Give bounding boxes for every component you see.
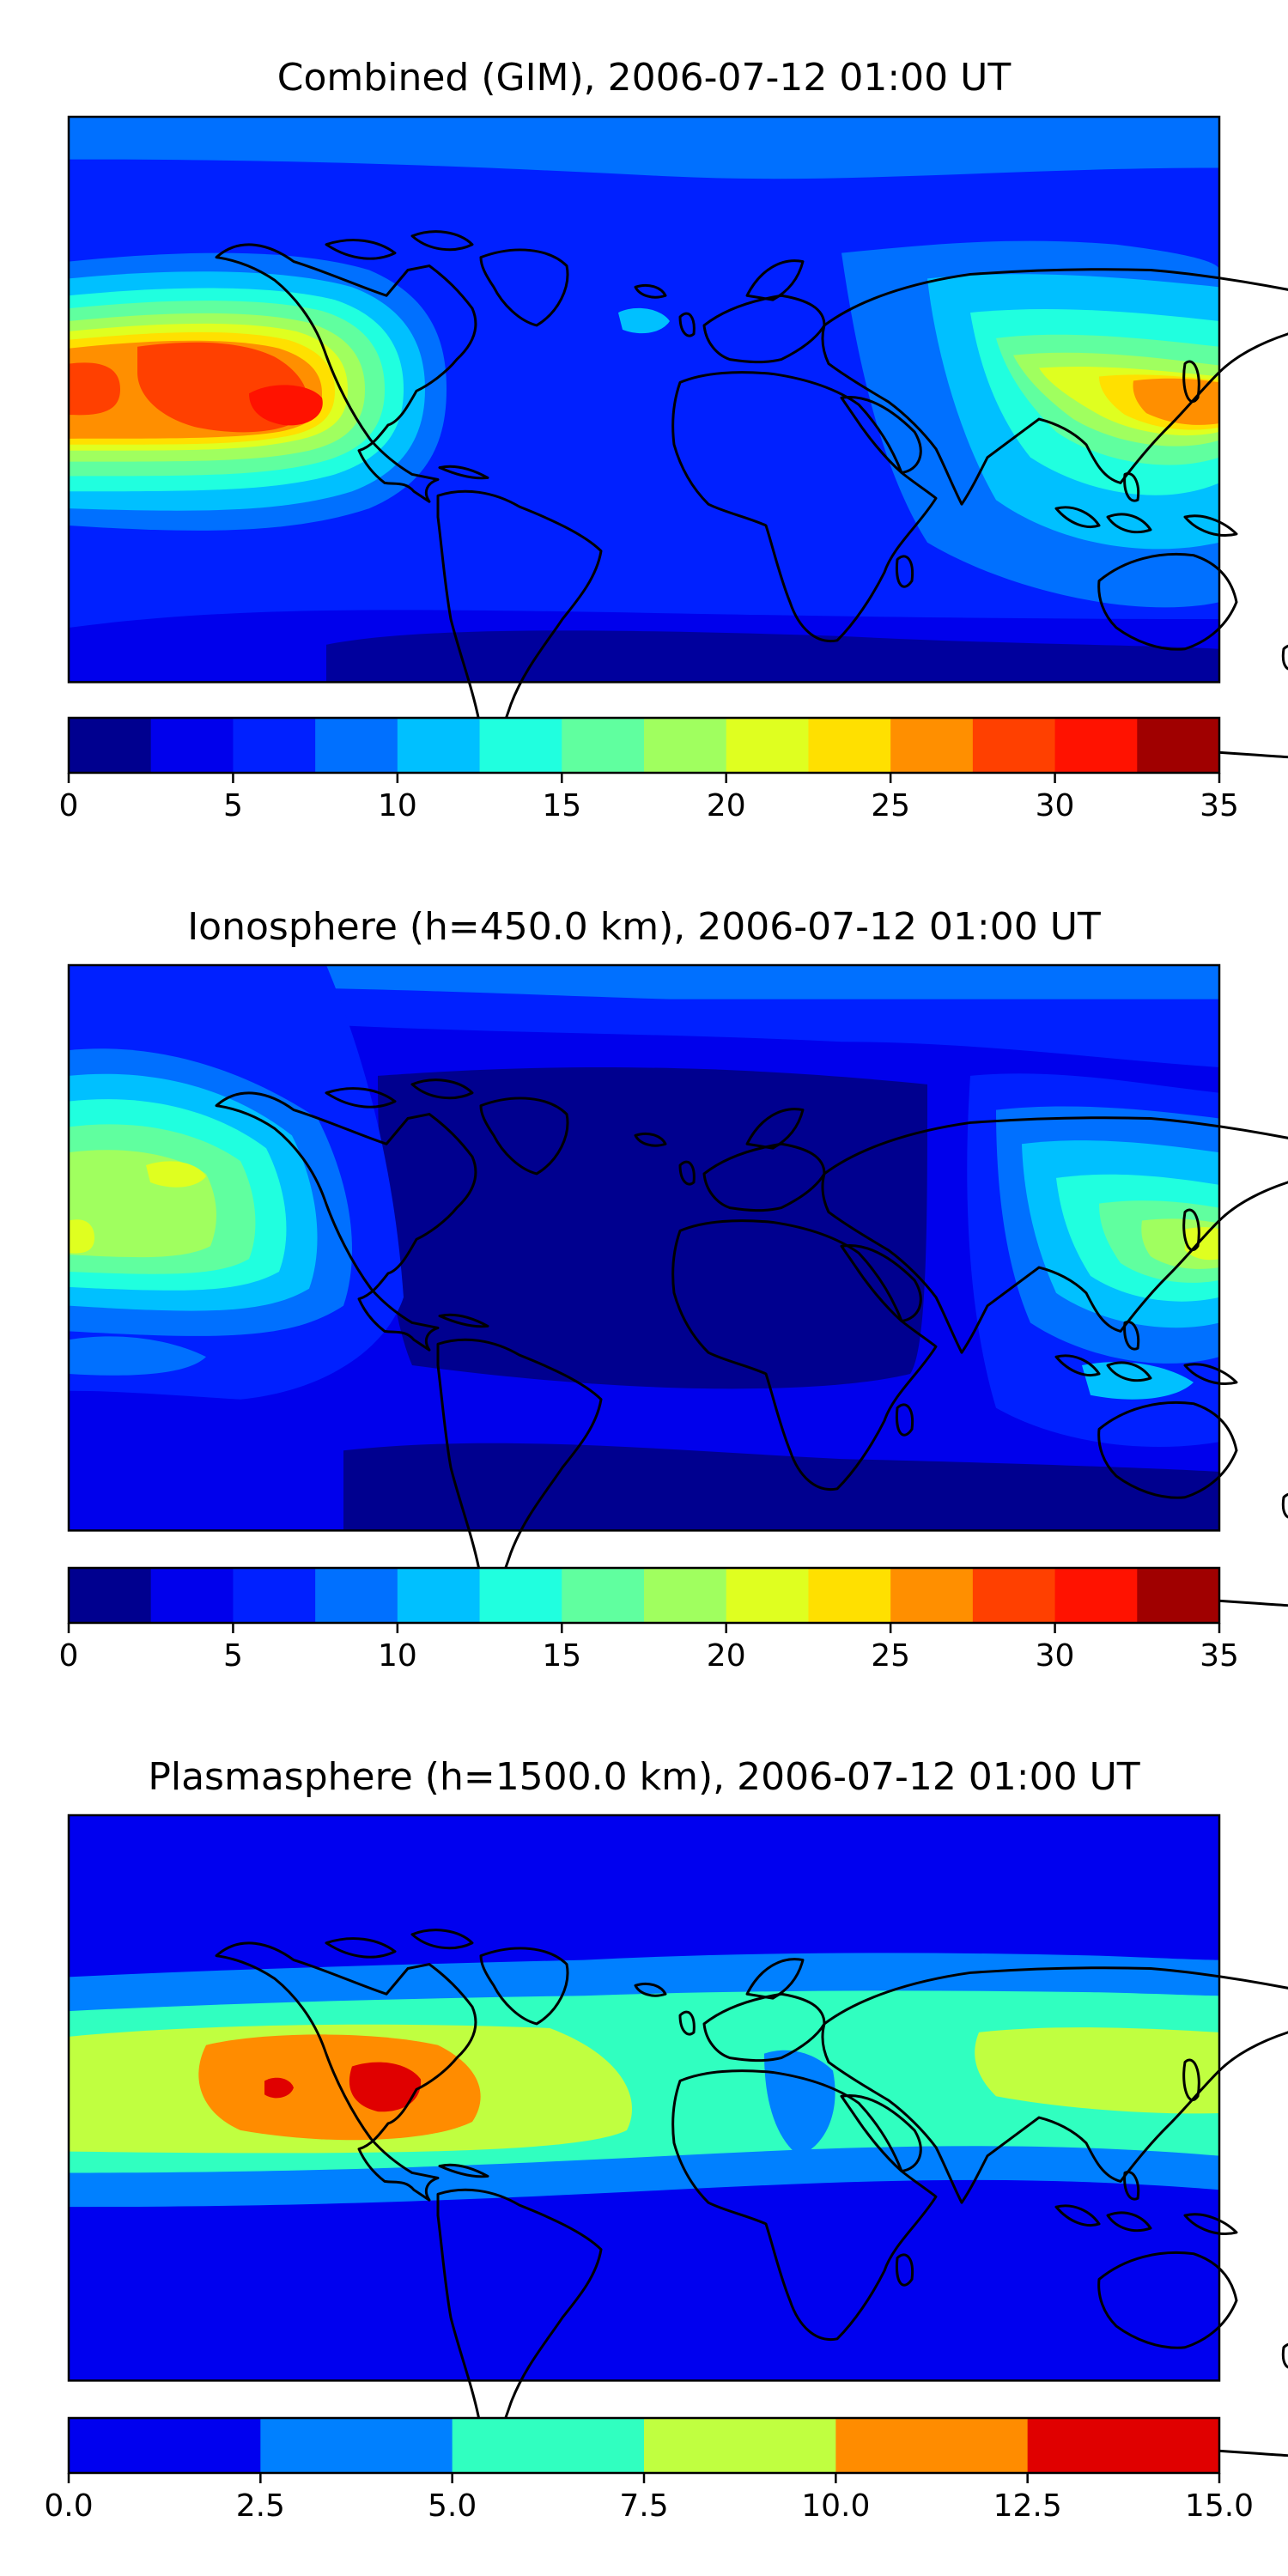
colorbar-swatch [397, 718, 481, 773]
colorbar-swatches [69, 1568, 1220, 1623]
colorbar-combined: 0 5 10 15 20 25 30 35 [59, 716, 1239, 823]
colorbar-frame [67, 716, 1221, 775]
colorbar-frame [67, 1566, 1221, 1625]
colorbar-tick-label: 0.0 [44, 2488, 93, 2524]
colorbar-tick-label: 5 [223, 788, 243, 823]
colorbar-swatch [452, 2418, 645, 2473]
colorbar-ticks: 0.0 2.5 5.0 7.5 10.0 12.5 15.0 [44, 2473, 1254, 2524]
colorbar-swatch [315, 718, 398, 773]
colorbar-tick-label: 10 [378, 788, 417, 823]
colorbar-swatch [1054, 718, 1138, 773]
colorbar-swatch [479, 718, 562, 773]
colorbar-ticks: 0 5 10 15 20 25 30 35 [59, 1623, 1239, 1674]
colorbar-tick-label: 30 [1036, 788, 1075, 823]
colorbar-tick-label: 2.5 [236, 2488, 285, 2524]
colorbar-swatch [69, 1568, 152, 1623]
colorbar-swatch [726, 1568, 809, 1623]
colorbar-swatch [397, 1568, 481, 1623]
colorbar-ticks: 0 5 10 15 20 25 30 35 [59, 773, 1239, 823]
colorbar-swatch [972, 1568, 1056, 1623]
colorbar-swatch [479, 1568, 562, 1623]
colorbar-swatch [150, 718, 234, 773]
panel-title: Ionosphere (h=450.0 km), 2006-07-12 01:0… [187, 905, 1101, 949]
colorbar-swatch [150, 1568, 234, 1623]
colorbar-tick-label: 25 [871, 788, 910, 823]
colorbar-tick-label: 25 [871, 1638, 910, 1674]
colorbar-swatch [808, 718, 891, 773]
colorbar-swatch [726, 718, 809, 773]
colorbar-tick-label: 5 [223, 1638, 243, 1674]
colorbar-swatches [69, 718, 1220, 773]
colorbar-tick-label: 30 [1036, 1638, 1075, 1674]
colorbar-swatch [644, 2418, 836, 2473]
colorbar-swatch [260, 2418, 453, 2473]
map-combined [67, 115, 1288, 775]
colorbar-tick-label: 35 [1200, 1638, 1239, 1674]
colorbar-tick-label: 20 [707, 788, 746, 823]
colorbar-swatch [644, 1568, 727, 1623]
map-ionosphere [67, 963, 1288, 1623]
colorbar-swatch [562, 718, 645, 773]
colorbar-tick-label: 10 [378, 1638, 417, 1674]
panel-combined: Combined (GIM), 2006-07-12 01:00 UT [59, 56, 1288, 823]
panel-ionosphere: Ionosphere (h=450.0 km), 2006-07-12 01:0… [59, 905, 1288, 1674]
colorbar-tick-label: 20 [707, 1638, 746, 1674]
colorbar-swatch [644, 718, 727, 773]
colorbar-swatch [890, 718, 974, 773]
panel-plasmasphere: Plasmasphere (h=1500.0 km), 2006-07-12 0… [44, 1755, 1288, 2524]
colorbar-swatch [69, 2418, 261, 2473]
map-plasmasphere [67, 1814, 1288, 2473]
colorbar-tick-label: 35 [1200, 788, 1239, 823]
colorbar-tick-label: 15 [542, 788, 581, 823]
colorbar-tick-label: 5.0 [428, 2488, 477, 2524]
colorbar-swatch [562, 1568, 645, 1623]
colorbar-tick-label: 15 [542, 1638, 581, 1674]
colorbar-tick-label: 12.5 [993, 2488, 1062, 2524]
colorbar-swatch [1137, 1568, 1220, 1623]
colorbar-swatch [835, 2418, 1029, 2473]
colorbar-tick-label: 0 [59, 788, 79, 823]
colorbar-swatch [69, 718, 152, 773]
colorbar-swatch [1137, 718, 1220, 773]
colorbar-swatch [1054, 1568, 1138, 1623]
colorbar-swatch [233, 1568, 316, 1623]
colorbar-ionosphere: 0 5 10 15 20 25 30 35 [59, 1566, 1239, 1674]
colorbar-tick-label: 15.0 [1185, 2488, 1254, 2524]
colorbar-swatch [1027, 2418, 1220, 2473]
colorbar-swatches [69, 2418, 1220, 2473]
colorbar-tick-label: 7.5 [619, 2488, 668, 2524]
panel-title: Combined (GIM), 2006-07-12 01:00 UT [277, 56, 1012, 100]
colorbar-swatch [972, 718, 1056, 773]
panel-title: Plasmasphere (h=1500.0 km), 2006-07-12 0… [148, 1755, 1139, 1799]
colorbar-tick-label: 10.0 [801, 2488, 870, 2524]
colorbar-swatch [890, 1568, 974, 1623]
colorbar-swatch [315, 1568, 398, 1623]
colorbar-plasmasphere: 0.0 2.5 5.0 7.5 10.0 12.5 15.0 [44, 2416, 1254, 2524]
colorbar-swatch [233, 718, 316, 773]
colorbar-tick-label: 0 [59, 1638, 79, 1674]
colorbar-swatch [808, 1568, 891, 1623]
